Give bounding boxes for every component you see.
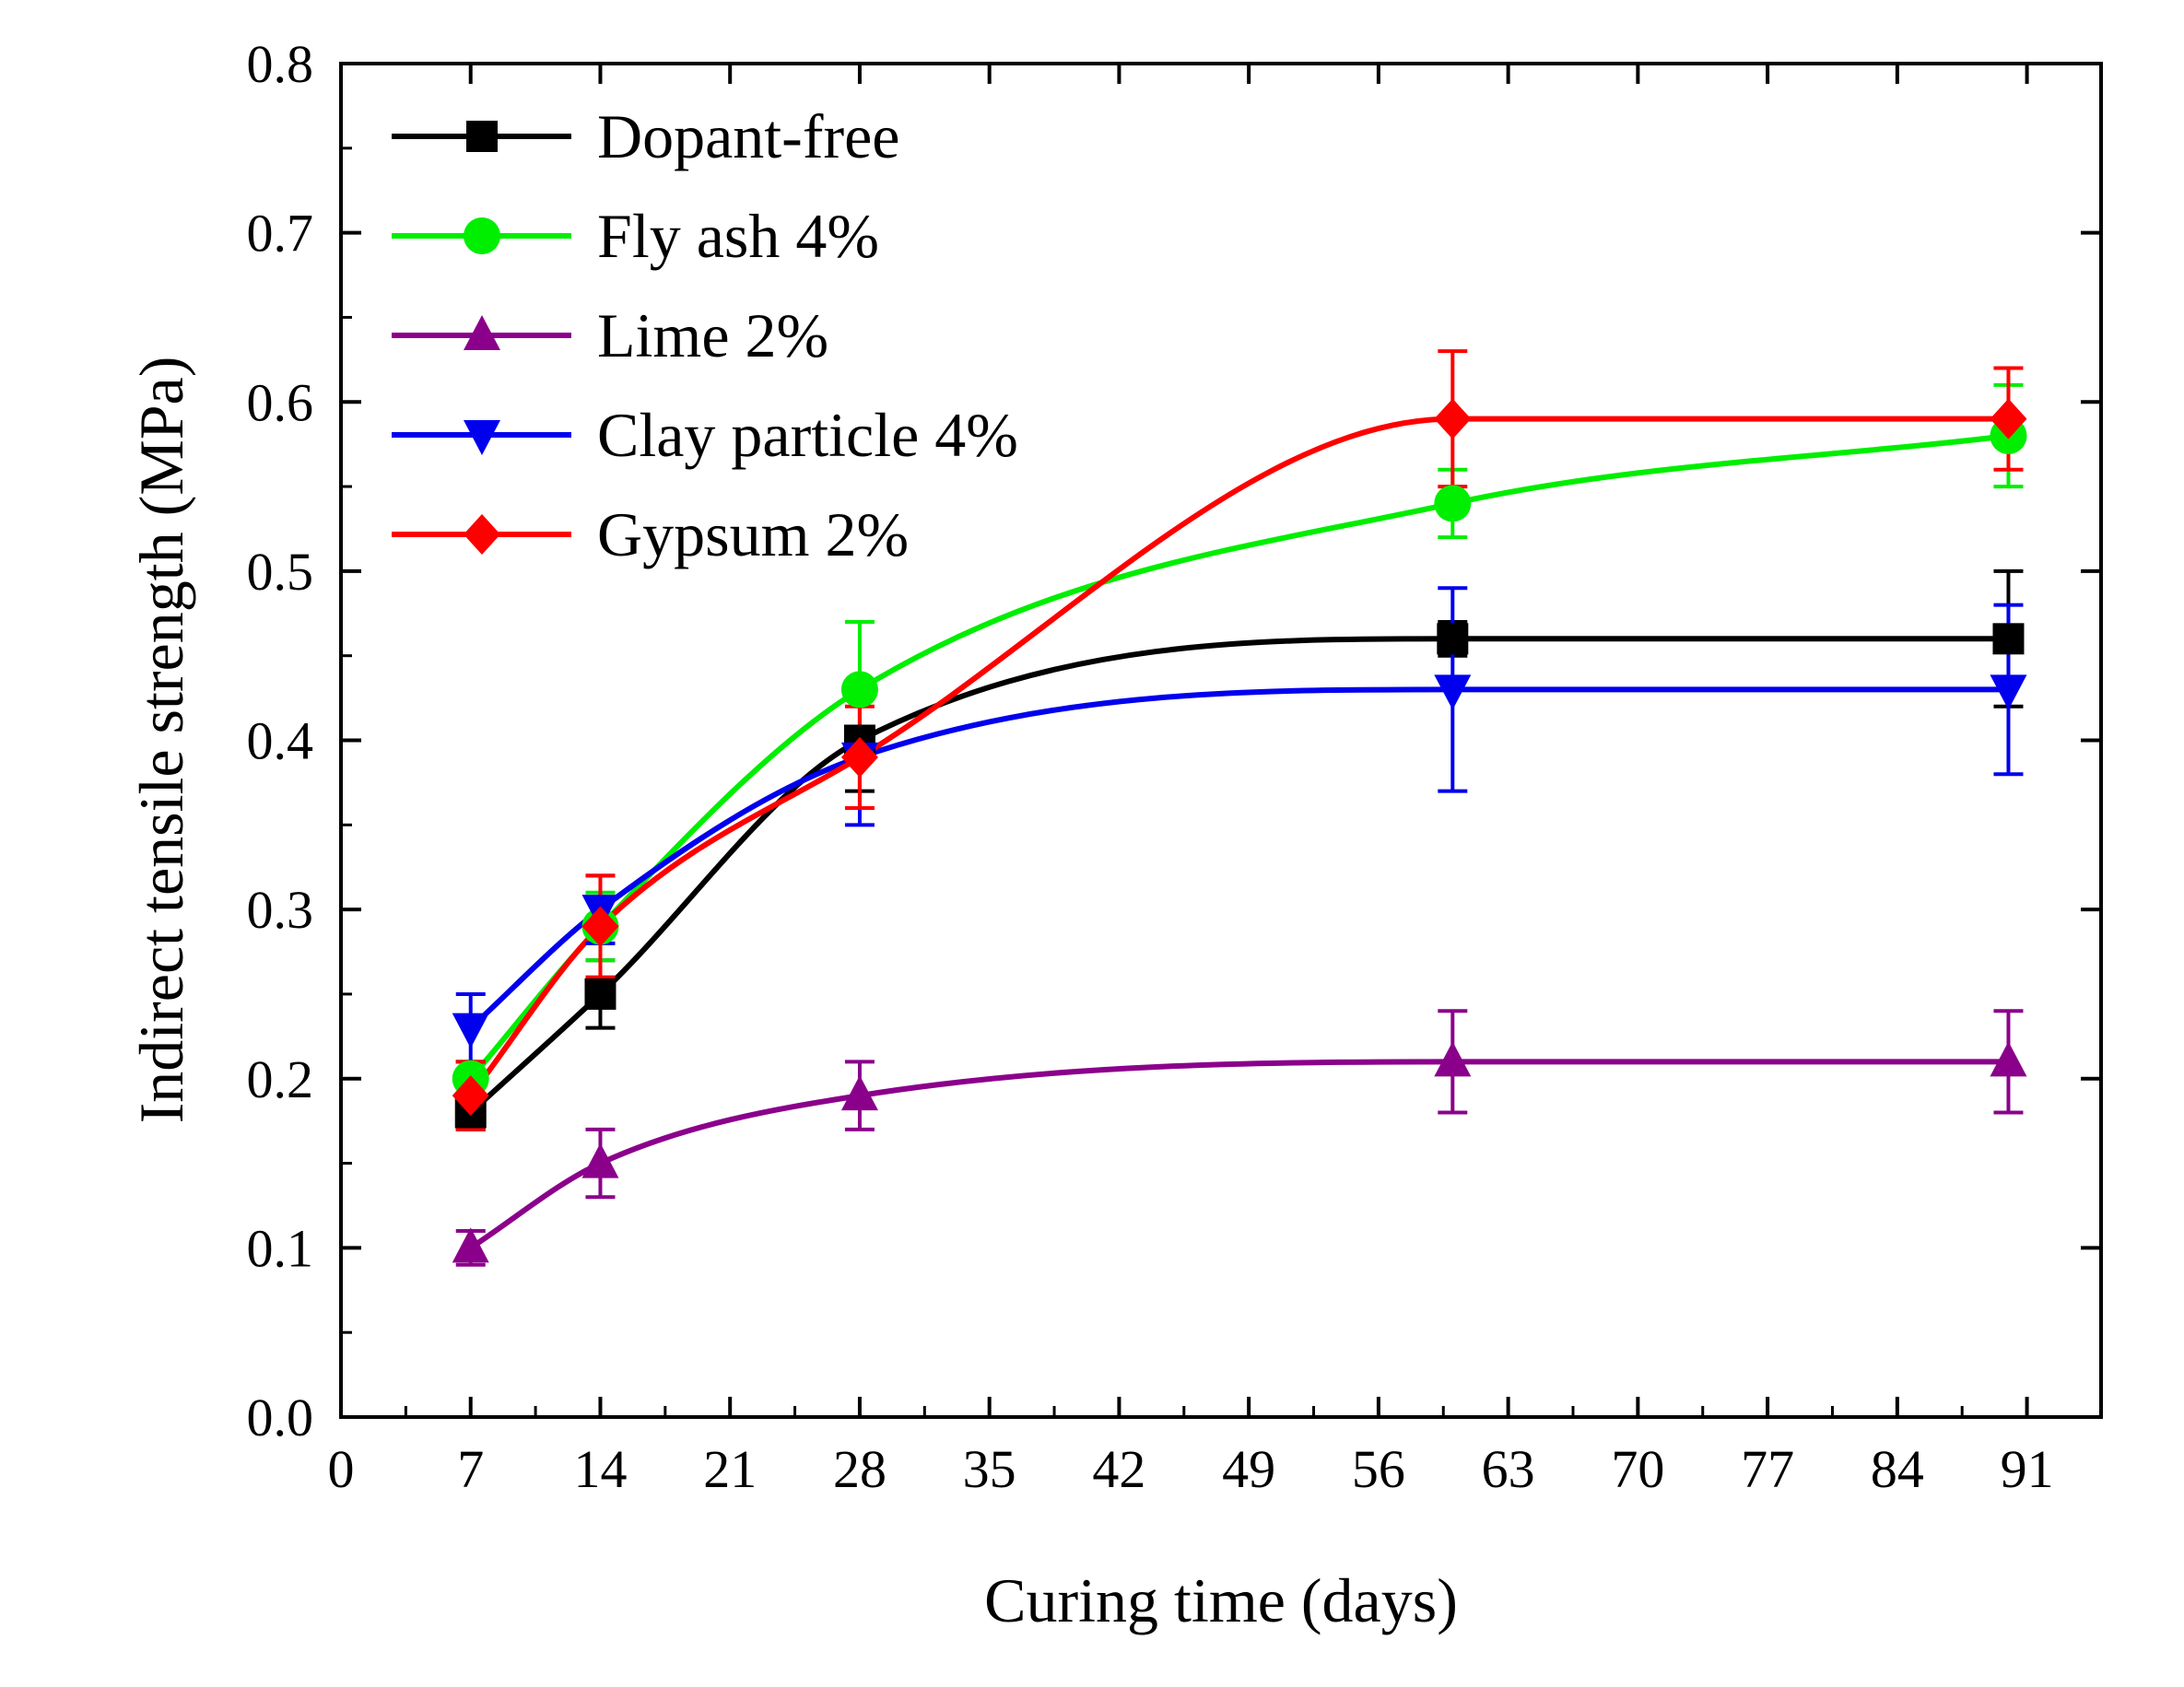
x-tick-label: 91 xyxy=(2001,1439,2054,1499)
data-point-dopant-free xyxy=(584,978,616,1010)
x-tick-label: 0 xyxy=(328,1439,355,1499)
series-line-clay-particle-4pct xyxy=(467,686,2012,1031)
axis-ticks: 0 7 14 21 28 35 42 49 56 63 70 77 84 91 0.0 0.1 0.2 0.3 0.… xyxy=(247,34,2101,1499)
legend-label: Dopant-free xyxy=(597,101,899,171)
x-tick-label: 21 xyxy=(703,1439,757,1499)
data-point-lime-2pct xyxy=(452,1227,489,1263)
data-point-lime-2pct xyxy=(1990,1041,2027,1077)
data-point-dopant-free xyxy=(1992,623,2025,655)
legend-item-gypsum-2pct: Gypsum 2% xyxy=(392,499,909,569)
y-tick-label: 0.6 xyxy=(247,372,314,432)
x-axis-title: Curing time (days) xyxy=(984,1565,1458,1635)
y-axis-title: Indirect tensile strength (MPa) xyxy=(126,357,196,1124)
data-point-gypsum-2pct xyxy=(840,736,878,778)
x-tick-label: 63 xyxy=(1482,1439,1535,1499)
x-tick-label: 42 xyxy=(1092,1439,1145,1499)
legend-item-lime-2pct: Lime 2% xyxy=(392,300,828,370)
series-line-lime-2pct xyxy=(467,1059,2012,1251)
legend-label: Lime 2% xyxy=(597,300,828,370)
legend-label: Gypsum 2% xyxy=(597,499,909,569)
data-point-clay-particle-4pct xyxy=(452,1013,489,1049)
y-tick-label: 0.2 xyxy=(247,1049,314,1109)
legend-marker xyxy=(464,315,500,350)
y-tick-label: 0.7 xyxy=(247,204,314,264)
data-point-lime-2pct xyxy=(581,1142,619,1178)
legend-label: Fly ash 4% xyxy=(597,201,879,271)
y-tick-label: 0.0 xyxy=(247,1388,314,1447)
data-point-gypsum-2pct xyxy=(452,1075,489,1117)
y-tick-label: 0.1 xyxy=(247,1218,314,1278)
x-tick-label: 14 xyxy=(573,1439,627,1499)
y-tick-label: 0.8 xyxy=(247,34,314,94)
x-tick-label: 70 xyxy=(1611,1439,1664,1499)
legend-marker xyxy=(464,217,500,254)
data-point-gypsum-2pct xyxy=(1990,398,2027,439)
data-point-fly-ash-4pct xyxy=(840,671,878,709)
data-point-fly-ash-4pct xyxy=(1434,485,1472,522)
series-line-dopant-free xyxy=(467,636,2012,1116)
x-tick-label: 7 xyxy=(457,1439,484,1499)
y-tick-label: 0.3 xyxy=(247,880,314,940)
legend-item-clay-particle-4pct: Clay particle 4% xyxy=(392,400,1018,470)
x-tick-label: 56 xyxy=(1352,1439,1405,1499)
y-tick-label: 0.4 xyxy=(247,711,314,771)
legend-label: Clay particle 4% xyxy=(597,400,1018,470)
data-point-lime-2pct xyxy=(840,1075,878,1111)
data-point-gypsum-2pct xyxy=(1434,398,1472,439)
data-point-clay-particle-4pct xyxy=(1434,674,1472,710)
x-tick-label: 28 xyxy=(833,1439,887,1499)
y-tick-label: 0.5 xyxy=(247,542,314,602)
data-point-lime-2pct xyxy=(1434,1041,1472,1077)
legend-item-fly-ash-4pct: Fly ash 4% xyxy=(392,201,879,271)
data-point-clay-particle-4pct xyxy=(1990,674,2027,710)
x-tick-label: 77 xyxy=(1741,1439,1794,1499)
legend-marker xyxy=(464,420,500,455)
legend-marker xyxy=(464,514,500,555)
x-tick-label: 84 xyxy=(1871,1439,1924,1499)
x-tick-label: 35 xyxy=(963,1439,1016,1499)
data-point-gypsum-2pct xyxy=(581,906,619,947)
x-tick-label: 49 xyxy=(1222,1439,1275,1499)
legend-item-dopant-free: Dopant-free xyxy=(392,101,899,171)
legend-marker xyxy=(466,121,498,152)
data-markers xyxy=(452,398,2027,1263)
data-point-dopant-free xyxy=(1437,623,1469,655)
legend: Dopant-free Fly ash 4% Lime 2% Clay particl… xyxy=(392,101,1018,569)
